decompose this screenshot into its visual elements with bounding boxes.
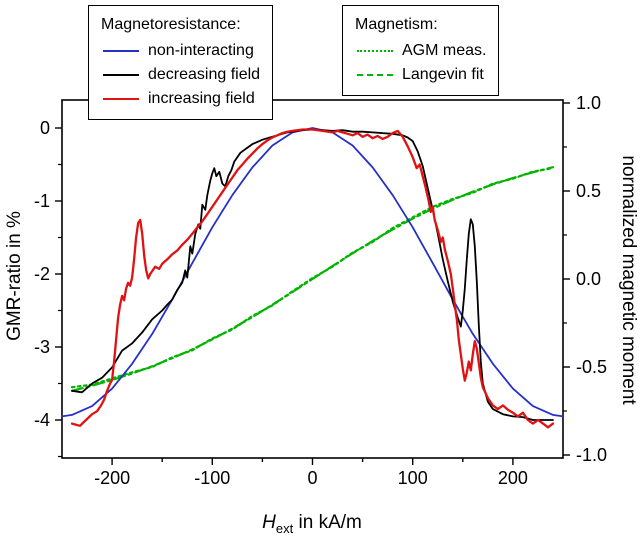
y-right-tick-label: 0.5 <box>576 181 601 201</box>
x-axis-title: Hext in kA/m <box>262 512 362 536</box>
x-axis-subscript: ext <box>275 520 294 536</box>
legend-item-label: Langevin fit <box>402 66 484 83</box>
legend-title: Magnetoresistance: <box>101 16 241 33</box>
x-axis-units: in kA/m <box>293 512 362 533</box>
series-langevin-fit <box>70 166 555 392</box>
legend-item: AGM meas. <box>357 39 486 63</box>
legend-item: decreasing field <box>103 63 260 87</box>
y-right-tick-label: -1.0 <box>576 445 607 465</box>
legend-magnetoresistance: Magnetoresistance: non-interacting decre… <box>88 5 274 120</box>
legend-item: increasing field <box>103 87 260 111</box>
x-tick-label: -100 <box>194 468 230 488</box>
line-sample-langevin-fit <box>357 74 393 76</box>
line-sample-decreasing-field <box>103 74 139 76</box>
line-sample-non-interacting <box>103 50 139 52</box>
y-left-tick-label: 0 <box>40 118 50 138</box>
line-sample-increasing-field <box>103 98 139 100</box>
legend-magnetism: Magnetism: AGM meas. Langevin fit <box>342 5 500 96</box>
x-tick-label: 0 <box>307 468 317 488</box>
y-left-tick-label: -3 <box>34 337 50 357</box>
left-axis-title: GMR-ratio in % <box>4 211 25 341</box>
x-axis-variable: H <box>262 512 276 533</box>
series-increasing-field <box>70 128 555 429</box>
y-left-tick-label: -1 <box>34 191 50 211</box>
right-axis-title: normalized magnetic moment <box>618 155 639 405</box>
series-non-interacting <box>61 127 564 418</box>
legend-item-label: AGM meas. <box>402 42 487 59</box>
legend-item-label: non-interacting <box>148 42 254 59</box>
x-tick-label: 100 <box>398 468 428 488</box>
x-tick-label: 200 <box>498 468 528 488</box>
y-left-tick-label: -2 <box>34 264 50 284</box>
line-sample-agm-meas <box>357 50 393 52</box>
legend-item-label: decreasing field <box>148 66 261 83</box>
x-tick-label: -200 <box>94 468 130 488</box>
y-left-tick-label: -4 <box>34 410 50 430</box>
legend-item: Langevin fit <box>357 63 486 87</box>
y-right-tick-label: 0.0 <box>576 269 601 289</box>
legend-item: non-interacting <box>103 39 260 63</box>
legend-title: Magnetism: <box>355 16 438 33</box>
legend-item-label: increasing field <box>148 90 255 107</box>
y-right-tick-label: 1.0 <box>576 93 601 113</box>
y-right-tick-label: -0.5 <box>576 357 607 377</box>
